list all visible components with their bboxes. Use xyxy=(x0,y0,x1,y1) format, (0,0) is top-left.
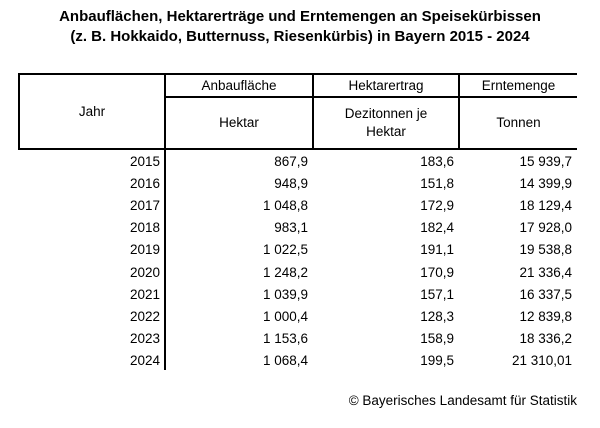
cell-area: 1 039,9 xyxy=(262,286,308,302)
cell-yield: 182,4 xyxy=(420,220,454,236)
cell-yield: 170,9 xyxy=(420,264,454,280)
cell-yield: 199,5 xyxy=(420,353,454,369)
column-header-year: Jahr xyxy=(78,103,106,119)
area-yield-divider xyxy=(312,73,314,150)
cell-yield: 191,1 xyxy=(420,242,454,258)
cell-harvest: 16 337,5 xyxy=(519,286,572,302)
unit-label-hectare: Hektar xyxy=(219,115,259,130)
table-row: 2020 1 248,2 170,9 21 336,4 xyxy=(18,261,577,283)
cell-year: 2022 xyxy=(129,308,160,324)
column-header-harvest: Erntemenge xyxy=(481,77,556,93)
title-line-2: (z. B. Hokkaido, Butternuss, Riesenkürbi… xyxy=(70,28,530,45)
cell-harvest: 15 939,7 xyxy=(519,153,572,169)
statistics-table: Jahr Anbaufläche Hektarertrag Erntemenge… xyxy=(18,73,577,370)
table-body: 2015 867,9 183,6 15 939,7 2016 948,9 151… xyxy=(18,150,577,372)
cell-area: 1 248,2 xyxy=(262,264,308,280)
cell-year: 2021 xyxy=(129,286,160,302)
table-row: 2015 867,9 183,6 15 939,7 xyxy=(18,150,577,172)
table-row: 2018 983,1 182,4 17 928,0 xyxy=(18,217,577,239)
cell-year: 2017 xyxy=(129,197,160,213)
cell-area: 867,9 xyxy=(274,153,308,169)
table-row: 2024 1 068,4 199,5 21 310,01 xyxy=(18,350,577,372)
cell-year: 2018 xyxy=(129,220,160,236)
cell-harvest: 21 336,4 xyxy=(519,264,572,280)
cell-harvest: 21 310,01 xyxy=(511,353,572,369)
cell-area: 1 000,4 xyxy=(262,308,308,324)
table-row: 2023 1 153,6 158,9 18 336,2 xyxy=(18,328,577,350)
page-title: Anbauflächen, Hektarerträge und Erntemen… xyxy=(0,7,600,47)
cell-area: 983,1 xyxy=(274,220,308,236)
cell-area: 948,9 xyxy=(274,175,308,191)
cell-harvest: 14 399,9 xyxy=(519,175,572,191)
cell-area: 1 022,5 xyxy=(262,242,308,258)
cell-year: 2020 xyxy=(129,264,160,280)
cell-harvest: 12 839,8 xyxy=(519,308,572,324)
cell-harvest: 17 928,0 xyxy=(519,220,572,236)
header-middle-rule xyxy=(165,96,577,98)
cell-year: 2019 xyxy=(129,242,160,258)
cell-harvest: 19 538,8 xyxy=(519,242,572,258)
table-top-border xyxy=(18,73,577,75)
header-left-border xyxy=(18,73,20,150)
column-header-yield: Hektarertrag xyxy=(348,77,424,93)
header-bottom-rule xyxy=(18,148,577,150)
table-row: 2019 1 022,5 191,1 19 538,8 xyxy=(18,239,577,261)
cell-yield: 172,9 xyxy=(420,197,454,213)
cell-year: 2024 xyxy=(129,353,160,369)
cell-yield: 157,1 xyxy=(420,286,454,302)
cell-area: 1 068,4 xyxy=(262,353,308,369)
cell-harvest: 18 336,2 xyxy=(519,331,572,347)
cell-yield: 158,9 xyxy=(420,331,454,347)
unit-label-decitonnes: Dezitonnen je Hektar xyxy=(344,106,428,139)
cell-year: 2016 xyxy=(129,175,160,191)
table-row: 2017 1 048,8 172,9 18 129,4 xyxy=(18,194,577,216)
cell-yield: 183,6 xyxy=(420,153,454,169)
cell-yield: 128,3 xyxy=(420,308,454,324)
cell-yield: 151,8 xyxy=(420,175,454,191)
year-column-divider xyxy=(164,73,166,370)
cell-harvest: 18 129,4 xyxy=(519,197,572,213)
table-row: 2022 1 000,4 128,3 12 839,8 xyxy=(18,305,577,327)
cell-year: 2023 xyxy=(129,331,160,347)
column-header-area: Anbaufläche xyxy=(201,77,277,93)
cell-year: 2015 xyxy=(129,153,160,169)
cell-area: 1 153,6 xyxy=(262,331,308,347)
title-line-1: Anbauflächen, Hektarerträge und Erntemen… xyxy=(59,8,541,25)
table-row: 2021 1 039,9 157,1 16 337,5 xyxy=(18,283,577,305)
cell-area: 1 048,8 xyxy=(262,197,308,213)
table-row: 2016 948,9 151,8 14 399,9 xyxy=(18,172,577,194)
unit-label-tonnes: Tonnen xyxy=(496,115,541,130)
copyright-source: © Bayerisches Landesamt für Statistik xyxy=(348,393,577,408)
yield-harvest-divider xyxy=(458,73,460,150)
